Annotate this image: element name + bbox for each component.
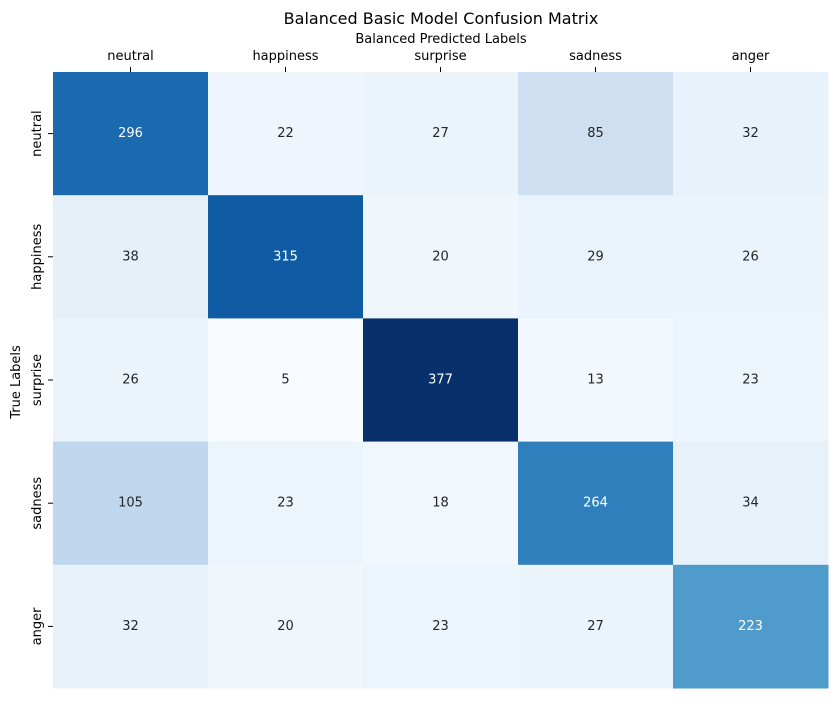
cell-value-label: 264 [583, 496, 608, 511]
heatmap-cell-happiness-sadness [518, 195, 674, 319]
heatmap-cell-neutral-happiness [208, 72, 364, 196]
heatmap-cell-anger-surprise [363, 564, 519, 689]
heatmap-cell-anger-happiness [208, 564, 364, 689]
cell-value-label: 296 [118, 126, 143, 141]
heatmap-cell-happiness-happiness [208, 195, 364, 319]
y-tick-label-happiness: happiness [30, 224, 45, 290]
cell-value-label: 38 [122, 249, 139, 264]
cell-value-label: 32 [122, 619, 139, 634]
cell-value-label: 20 [432, 249, 449, 264]
x-tick-label-sadness: sadness [569, 49, 622, 64]
heatmap-cell-surprise-happiness [208, 318, 364, 443]
cell-value-label: 5 [281, 373, 289, 388]
heatmap-cells [53, 72, 829, 689]
y-axis-ticks: neutral happiness surprise sadness anger [30, 110, 53, 645]
cell-value-label: 22 [277, 126, 294, 141]
heatmap-cell-happiness-anger [673, 195, 829, 319]
heatmap-cell-sadness-sadness [518, 441, 674, 566]
heatmap-cell-surprise-surprise [363, 318, 519, 443]
heatmap-cell-neutral-neutral [53, 72, 209, 196]
heatmap-cell-anger-sadness [518, 564, 674, 689]
cell-value-label: 105 [118, 496, 143, 511]
y-tick-label-sadness: sadness [30, 477, 45, 530]
cell-value-label: 27 [587, 619, 604, 634]
cell-value-label: 26 [122, 373, 139, 388]
heatmap-cell-happiness-neutral [53, 195, 209, 319]
heatmap-cell-sadness-neutral [53, 441, 209, 566]
heatmap-cell-neutral-sadness [518, 72, 674, 196]
heatmap-cell-happiness-surprise [363, 195, 519, 319]
cell-value-label: 315 [273, 249, 298, 264]
heatmap-cell-sadness-happiness [208, 441, 364, 566]
x-axis-label: Balanced Predicted Labels [355, 32, 526, 47]
cell-value-label: 223 [738, 619, 763, 634]
cell-value-labels: 296 22 27 85 32 38 315 20 29 26 26 5 377 13 23 105 23 18 2… [118, 126, 763, 634]
heatmap-cell-sadness-anger [673, 441, 829, 566]
cell-value-label: 23 [277, 496, 294, 511]
y-tick-label-neutral: neutral [30, 110, 45, 157]
heatmap-cell-neutral-anger [673, 72, 829, 196]
x-tick-label-surprise: surprise [414, 49, 466, 64]
cell-value-label: 34 [742, 496, 759, 511]
cell-value-label: 27 [432, 126, 449, 141]
cell-value-label: 32 [742, 126, 759, 141]
heatmap-cell-surprise-anger [673, 318, 829, 443]
x-tick-label-neutral: neutral [107, 49, 154, 64]
y-tick-label-anger: anger [30, 607, 45, 645]
chart-title: Balanced Basic Model Confusion Matrix [284, 9, 599, 28]
y-axis-label: True Labels [9, 345, 24, 420]
cell-value-label: 18 [432, 496, 449, 511]
cell-value-label: 26 [742, 249, 759, 264]
heatmap-cell-sadness-surprise [363, 441, 519, 566]
cell-value-label: 23 [742, 373, 759, 388]
cell-value-label: 23 [432, 619, 449, 634]
x-axis-ticks: neutral happiness surprise sadness anger [107, 49, 770, 72]
x-tick-label-anger: anger [732, 49, 770, 64]
y-tick-label-surprise: surprise [30, 354, 45, 406]
cell-value-label: 20 [277, 619, 294, 634]
cell-value-label: 85 [587, 126, 604, 141]
heatmap-cell-anger-neutral [53, 564, 209, 689]
cell-value-label: 29 [587, 249, 604, 264]
cell-value-label: 377 [428, 373, 453, 388]
heatmap-cell-surprise-sadness [518, 318, 674, 443]
heatmap-cell-anger-anger [673, 564, 829, 689]
x-tick-label-happiness: happiness [252, 49, 318, 64]
heatmap-cell-neutral-surprise [363, 72, 519, 196]
cell-value-label: 13 [587, 373, 604, 388]
heatmap-cell-surprise-neutral [53, 318, 209, 443]
